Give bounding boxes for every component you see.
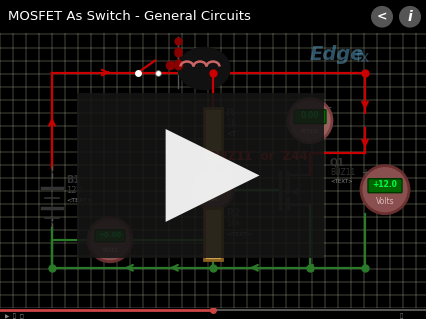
Text: f: f [191, 188, 194, 197]
Text: -: - [361, 198, 365, 208]
Text: <TEXT>: <TEXT> [330, 179, 353, 184]
Text: BUZ11  or  Z44: BUZ11 or Z44 [209, 150, 308, 163]
Text: +: + [88, 222, 96, 232]
Polygon shape [166, 129, 259, 222]
Ellipse shape [178, 48, 230, 90]
Text: μA: μA [208, 196, 218, 202]
Circle shape [288, 99, 332, 143]
Text: BUZ11: BUZ11 [330, 168, 355, 177]
Text: Q1: Q1 [330, 158, 345, 168]
Text: <TEXT>: <TEXT> [226, 232, 252, 237]
Text: 0.00: 0.00 [301, 111, 320, 120]
Text: Edge: Edge [310, 45, 365, 63]
FancyBboxPatch shape [204, 108, 222, 160]
Circle shape [399, 6, 421, 27]
Text: <: < [377, 10, 387, 23]
Text: +: + [290, 103, 298, 113]
Text: Amps: Amps [300, 128, 320, 134]
Text: B1: B1 [66, 175, 80, 185]
Text: Volts: Volts [101, 247, 118, 253]
FancyBboxPatch shape [67, 86, 334, 265]
Text: 12V: 12V [66, 186, 82, 195]
Text: MOSFET As Switch - General Circuits: MOSFET As Switch - General Circuits [8, 10, 251, 23]
FancyBboxPatch shape [368, 179, 402, 193]
Text: 0.00: 0.00 [204, 182, 222, 188]
Text: fx: fx [356, 49, 370, 64]
Text: ▶  ⬛  ◻: ▶ ⬛ ◻ [5, 313, 24, 319]
Text: R2: R2 [226, 208, 240, 218]
Text: +0.00: +0.00 [98, 232, 122, 238]
Text: -: - [327, 103, 331, 113]
Text: 10k: 10k [226, 219, 242, 228]
Circle shape [361, 166, 409, 214]
Text: +: + [191, 174, 199, 184]
Text: Volts: Volts [376, 197, 394, 206]
Text: <TEXT>: <TEXT> [191, 49, 217, 55]
Text: 1k: 1k [226, 119, 236, 128]
FancyBboxPatch shape [294, 110, 326, 123]
FancyBboxPatch shape [95, 230, 125, 242]
Text: +12.0: +12.0 [373, 180, 397, 189]
Text: <TEXT>: <TEXT> [66, 198, 92, 203]
Circle shape [88, 218, 132, 262]
FancyBboxPatch shape [199, 180, 227, 192]
Circle shape [193, 170, 233, 210]
Text: ⬛: ⬛ [400, 313, 403, 319]
Text: R: R [226, 108, 234, 118]
FancyBboxPatch shape [204, 208, 222, 260]
Circle shape [371, 6, 393, 27]
Text: +: + [361, 168, 369, 178]
Text: <T: <T [226, 130, 236, 137]
Text: i: i [408, 10, 412, 24]
